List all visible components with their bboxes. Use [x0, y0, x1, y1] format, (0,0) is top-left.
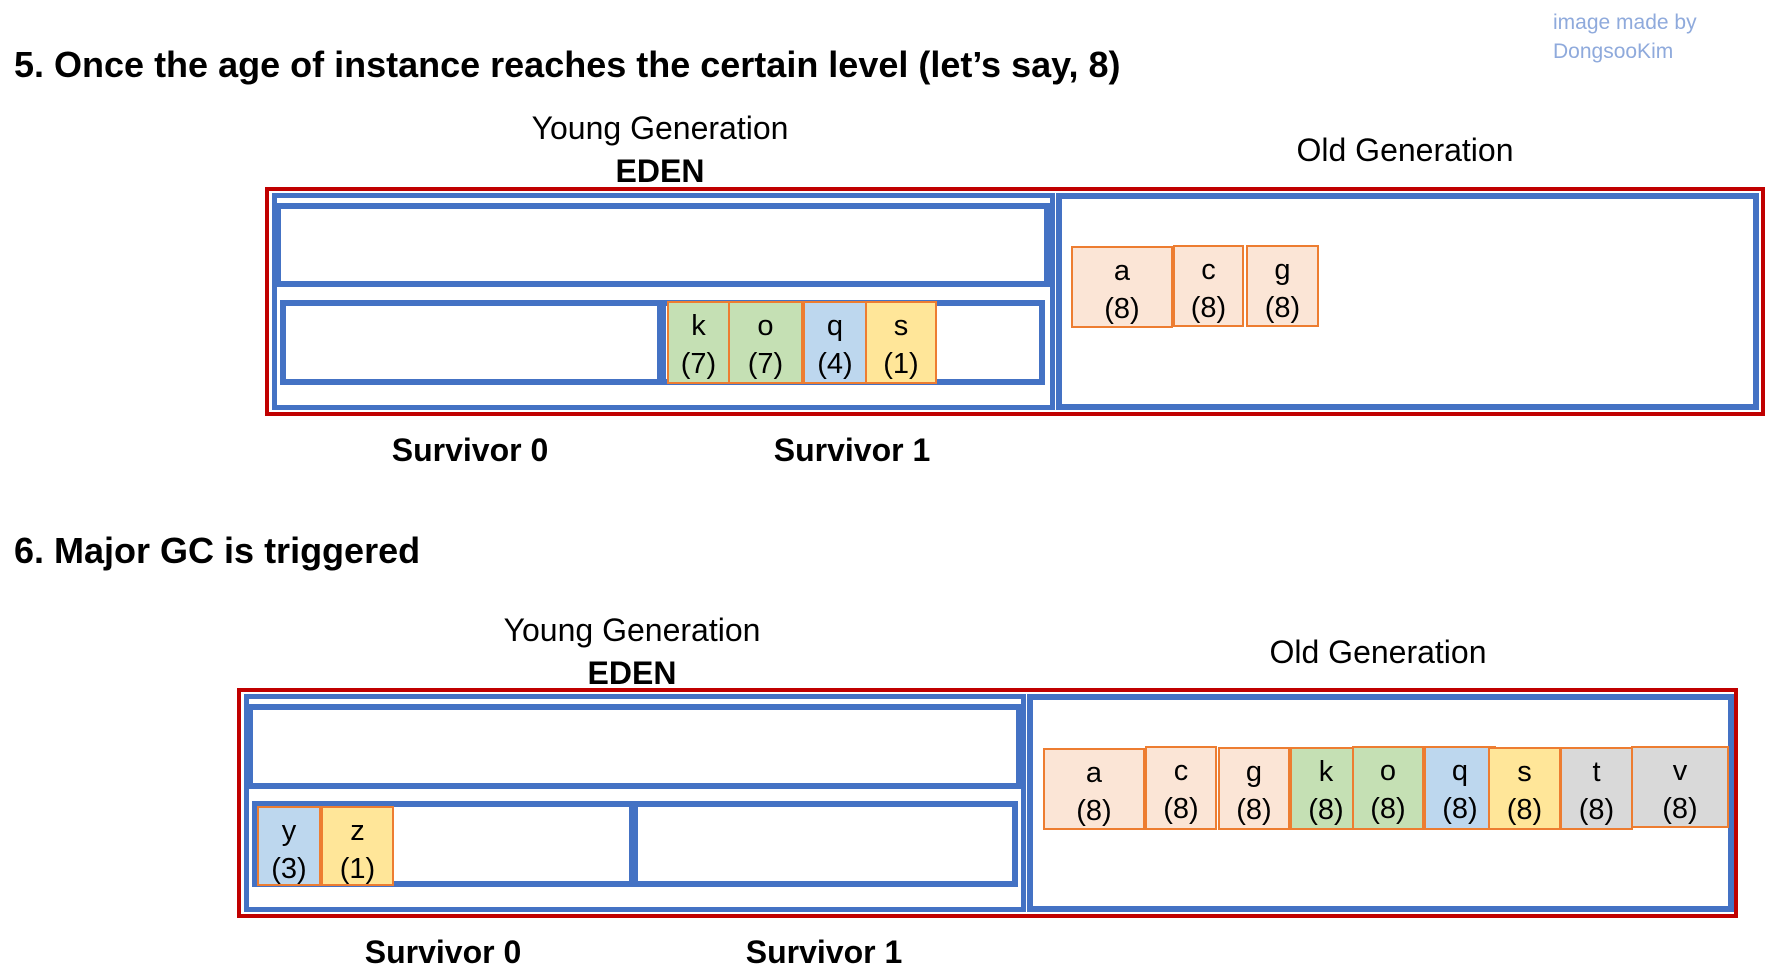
credit-line-1: image made by [1553, 11, 1697, 34]
object-q: q (8) [1424, 746, 1496, 830]
object-z: z (1) [321, 806, 394, 886]
object-g: g (8) [1246, 245, 1319, 327]
eden-box [247, 704, 1022, 789]
object-c: c (8) [1145, 746, 1217, 830]
object-v: v (8) [1631, 746, 1729, 828]
eden-label: EDEN [615, 153, 705, 189]
survivor-1-label: Survivor 1 [745, 934, 903, 970]
object-o: o (8) [1352, 746, 1424, 830]
heap-outline [265, 187, 1765, 416]
old-generation-box [1027, 694, 1734, 912]
young-generation-label: Young Generation [503, 612, 761, 648]
survivor-0-box [280, 300, 663, 385]
section-6-title: 6. Major GC is triggered [14, 530, 421, 571]
old-generation-label: Old Generation [1269, 634, 1487, 670]
heap-outline [237, 688, 1738, 918]
object-q: q (4) [803, 301, 867, 384]
object-c: c (8) [1173, 245, 1244, 327]
old-generation-box [1056, 193, 1759, 410]
eden-label: EDEN [587, 655, 677, 691]
survivor-0-label: Survivor 0 [391, 432, 549, 468]
credit-text: image made by DongsooKim [1553, 8, 1697, 66]
eden-box [275, 203, 1050, 287]
survivor-1-label: Survivor 1 [773, 432, 931, 468]
object-g: g (8) [1218, 747, 1290, 830]
object-a: a (8) [1043, 748, 1145, 830]
object-k: k (7) [667, 301, 730, 384]
survivor-0-label: Survivor 0 [364, 934, 522, 970]
object-o: o (7) [728, 301, 803, 384]
object-k: k (8) [1290, 747, 1362, 830]
young-generation-box [272, 193, 1055, 410]
object-y: y (3) [257, 806, 321, 886]
survivor-1-box [632, 801, 1018, 887]
object-t: t (8) [1560, 747, 1633, 830]
object-a: a (8) [1071, 246, 1173, 328]
object-s: s (1) [865, 301, 937, 384]
young-generation-box [244, 694, 1026, 912]
object-s: s (8) [1488, 747, 1561, 830]
credit-line-2: DongsooKim [1553, 40, 1674, 63]
old-generation-label: Old Generation [1296, 132, 1514, 168]
young-generation-label: Young Generation [531, 110, 789, 146]
section-5-title: 5. Once the age of instance reaches the … [14, 44, 1121, 85]
